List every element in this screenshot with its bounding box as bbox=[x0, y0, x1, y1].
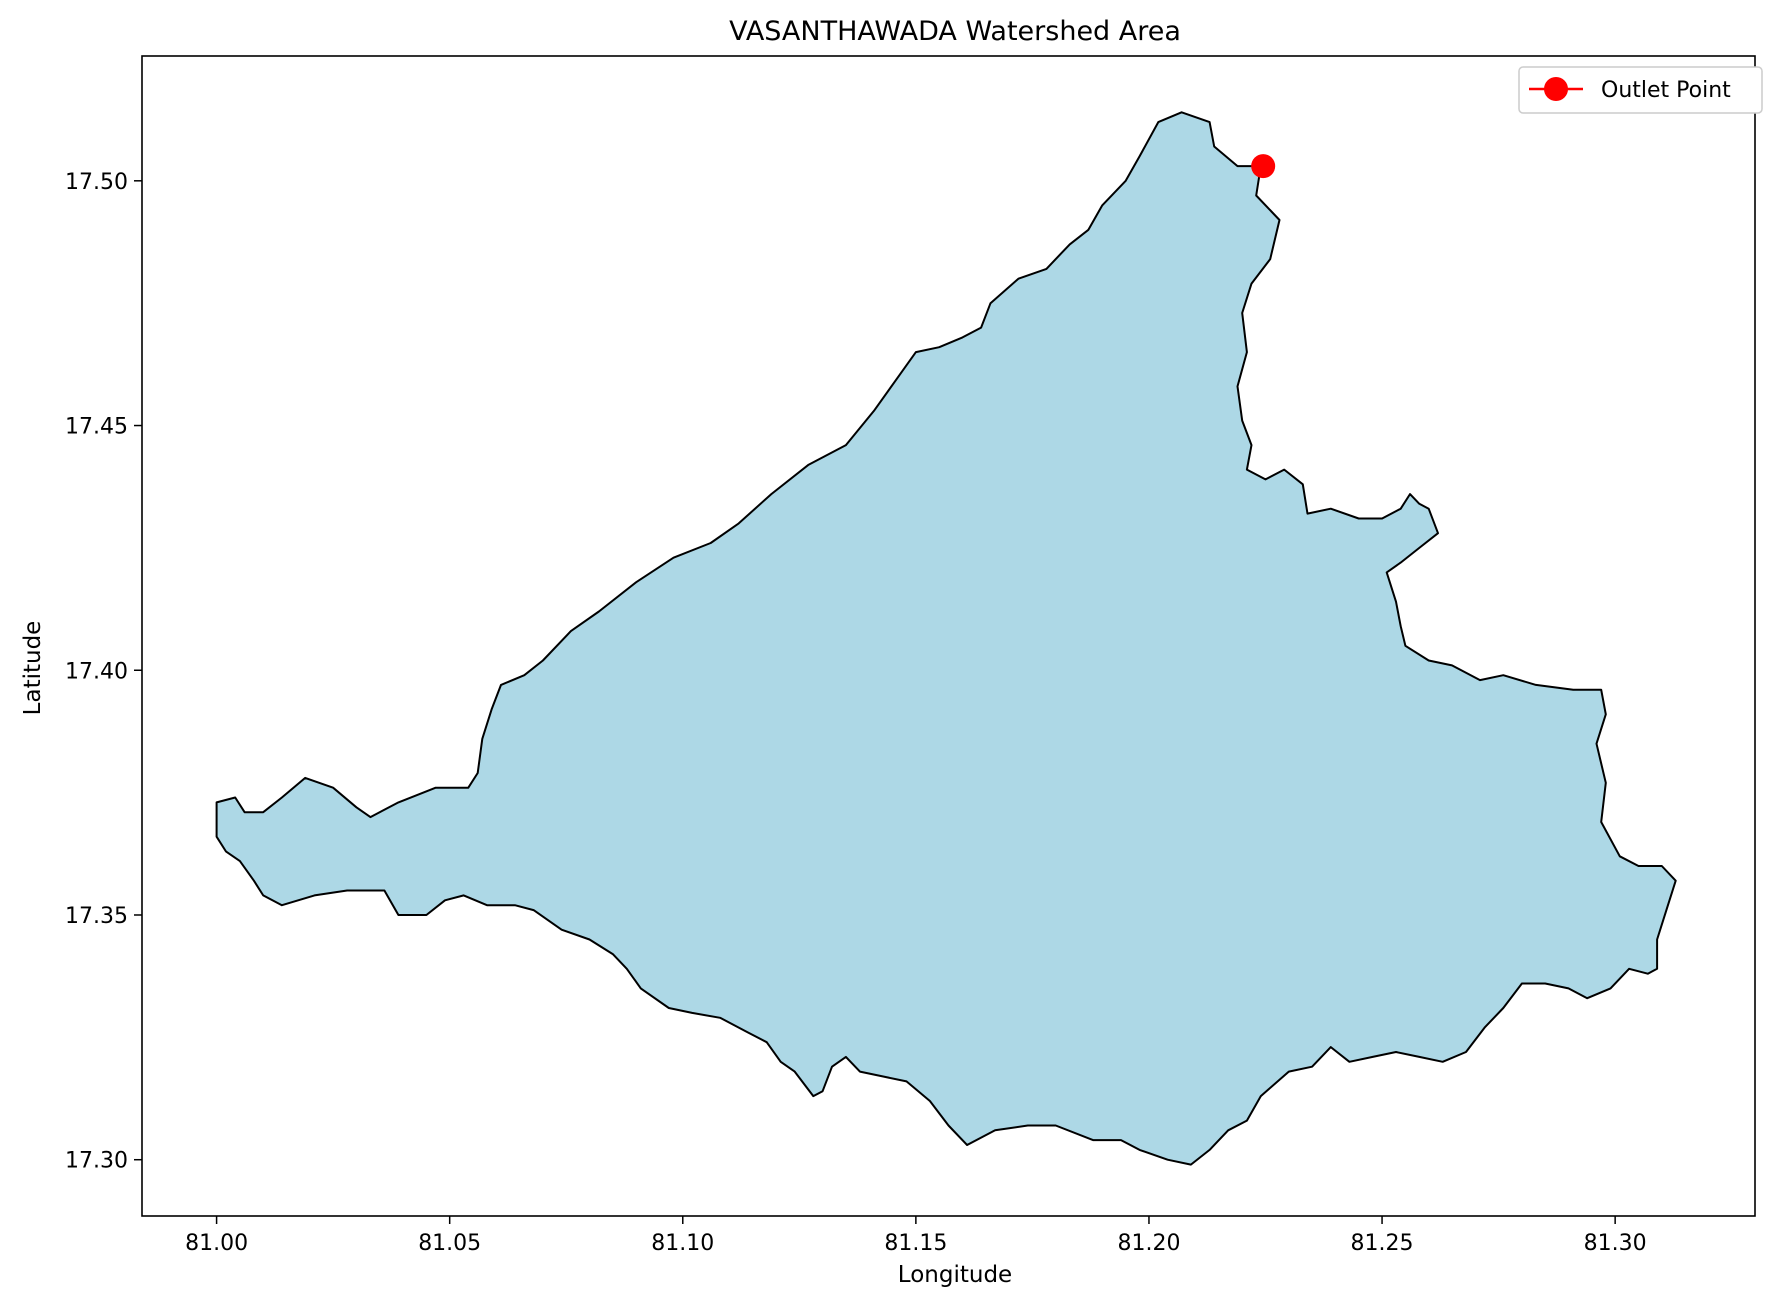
y-tick-label: 17.35 bbox=[65, 904, 128, 929]
x-tick-label: 81.30 bbox=[1584, 1231, 1647, 1256]
x-tick-label: 81.00 bbox=[185, 1231, 248, 1256]
chart-title: VASANTHAWADA Watershed Area bbox=[729, 16, 1181, 47]
x-tick-label: 81.25 bbox=[1351, 1231, 1414, 1256]
watershed-polygon bbox=[215, 111, 1677, 1166]
x-tick-label: 81.05 bbox=[418, 1231, 481, 1256]
y-axis-label: Latitude bbox=[20, 621, 46, 716]
plot-area bbox=[141, 55, 1756, 1217]
outlet-point-marker bbox=[1251, 154, 1276, 179]
x-axis-ticks: 81.00 81.05 81.10 81.15 81.20 81.25 81.30 bbox=[185, 1216, 1647, 1256]
x-tick-label: 81.15 bbox=[884, 1231, 947, 1256]
legend-box bbox=[1518, 66, 1763, 114]
axes-frame bbox=[141, 55, 1756, 1217]
y-tick-label: 17.50 bbox=[65, 170, 128, 195]
y-tick-label: 17.30 bbox=[65, 1149, 128, 1174]
y-tick-label: 17.40 bbox=[65, 659, 128, 684]
legend-outlet-label: Outlet Point bbox=[1601, 78, 1731, 103]
x-tick-label: 81.20 bbox=[1117, 1231, 1180, 1256]
legend: Outlet Point bbox=[1518, 66, 1763, 114]
outlet-layer bbox=[1251, 154, 1276, 179]
y-axis-ticks: 17.30 17.35 17.40 17.45 17.50 bbox=[65, 170, 142, 1174]
x-tick-label: 81.10 bbox=[651, 1231, 714, 1256]
y-tick-label: 17.45 bbox=[65, 415, 128, 440]
x-axis-label: Longitude bbox=[898, 1262, 1012, 1288]
legend-outlet-marker bbox=[1544, 77, 1568, 101]
